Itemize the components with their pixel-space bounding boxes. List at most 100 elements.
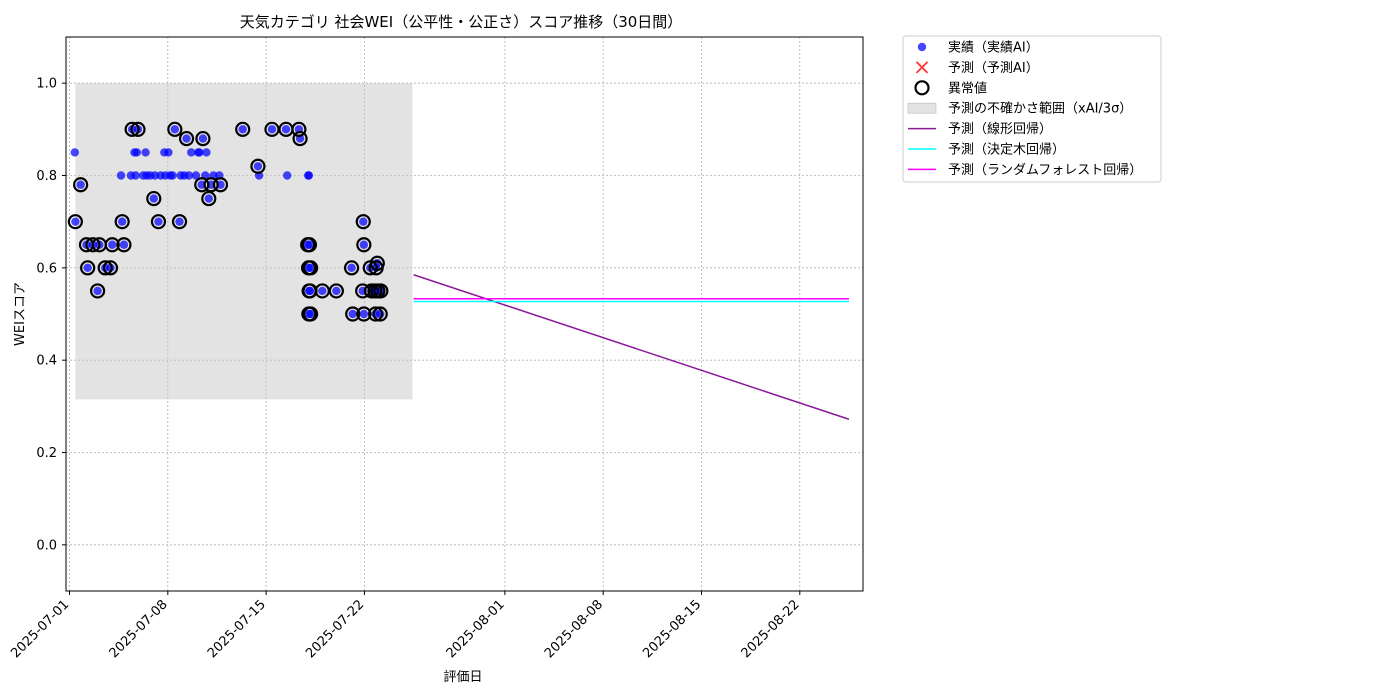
y-axis-ticks: 0.0 0.2 0.4 0.6 0.8 1.0	[36, 77, 66, 553]
anomaly-ring	[85, 237, 101, 253]
anomaly-ring	[146, 190, 162, 207]
anomaly-ring	[367, 306, 384, 322]
anomaly-ring	[102, 260, 119, 276]
anomaly-ring	[167, 121, 183, 137]
anomaly-ring	[343, 260, 360, 276]
plot-frame	[65, 36, 864, 592]
y-axis-label: WEIスコア	[13, 282, 28, 346]
actual-point	[281, 125, 291, 134]
anomaly-ring	[328, 283, 344, 299]
y-tick-label: 1.0	[36, 77, 57, 92]
legend-item: 予測（決定木回帰）	[908, 142, 1065, 158]
anomaly-ring	[303, 306, 319, 322]
actual-point	[175, 217, 184, 226]
anomaly-ring	[303, 260, 319, 276]
actual-point	[76, 180, 85, 189]
legend-label: 予測（予測AI）	[948, 61, 1039, 76]
actual-point	[304, 171, 314, 180]
actual-point	[238, 125, 247, 134]
legend-item: 異常値	[914, 80, 987, 96]
legend-swatch-cross	[915, 61, 929, 74]
actual-point	[164, 148, 173, 157]
anomaly-ring	[345, 306, 361, 322]
y-tick-label: 0.2	[36, 446, 57, 461]
legend-item: 予測の不確かさ範囲（xAI/3σ）	[907, 101, 1132, 117]
actual-point	[170, 125, 180, 134]
legend-item: 予測（予測AI）	[915, 61, 1039, 76]
anomaly-ring	[178, 130, 195, 147]
actual-point	[187, 148, 196, 157]
actual-point	[347, 263, 356, 273]
legend-item: 予測（線形回帰）	[908, 121, 1052, 137]
actual-point	[70, 148, 79, 157]
anomaly-ring	[67, 214, 83, 230]
actual-point	[359, 217, 368, 226]
anomaly-ring	[114, 214, 130, 230]
chart-title: 天気カテゴリ 社会WEI（公平性・公正さ）スコア推移（30日間）	[240, 13, 683, 31]
anomaly-ring	[89, 283, 106, 299]
anomaly-ring-layer	[67, 121, 389, 322]
actual-point	[71, 217, 80, 226]
actual-point	[306, 263, 315, 273]
actual-point	[359, 309, 369, 319]
anomaly-ring	[104, 237, 120, 253]
legend-label: 予測（決定木回帰）	[948, 142, 1065, 158]
actual-point	[132, 148, 142, 157]
actual-point	[83, 263, 92, 273]
actual-point	[154, 217, 163, 226]
legend-label: 予測（ランダムフォレスト回帰）	[948, 162, 1142, 178]
actual-point	[119, 240, 129, 249]
legend-swatch-dot	[917, 42, 927, 52]
anomaly-ring	[124, 121, 140, 137]
actual-point	[204, 194, 213, 203]
y-tick-label: 0.6	[36, 261, 57, 276]
anomaly-ring	[356, 306, 372, 322]
actual-point	[198, 134, 208, 143]
anomaly-ring	[97, 260, 113, 276]
x-axis-label: 評価日	[443, 670, 482, 685]
legend-label: 異常値	[948, 80, 987, 96]
actual-point	[116, 171, 126, 180]
actual-point	[267, 125, 277, 134]
actual-point	[359, 240, 369, 249]
actual-point	[191, 171, 201, 180]
legend-label: 予測の不確かさ範囲（xAI/3σ）	[948, 101, 1132, 117]
legend-swatch-band	[907, 102, 937, 114]
actual-point	[93, 286, 102, 296]
anomaly-ring	[73, 177, 89, 193]
actual-point	[168, 171, 177, 180]
actual-point	[318, 286, 327, 296]
anomaly-ring	[372, 306, 388, 322]
y-tick-label: 0.8	[36, 169, 57, 184]
anomaly-ring	[201, 190, 217, 207]
actual-point	[282, 171, 292, 180]
actual-point	[332, 286, 341, 296]
actual-point	[202, 148, 211, 157]
actual-point	[150, 171, 160, 180]
anomaly-ring	[356, 237, 372, 253]
anomaly-ring	[171, 214, 188, 230]
actual-point	[184, 171, 194, 180]
legend-item: 予測（ランダムフォレスト回帰）	[908, 162, 1142, 178]
actual-point	[253, 162, 263, 171]
actual-point	[305, 240, 314, 249]
y-tick-label: 0.0	[36, 538, 57, 553]
actual-point	[182, 134, 191, 143]
legend-swatch-ring	[914, 80, 930, 96]
anomaly-ring	[235, 121, 251, 137]
anomaly-ring	[291, 121, 307, 137]
actual-point	[131, 171, 140, 180]
anomaly-ring	[194, 177, 210, 193]
actual-point	[149, 194, 158, 203]
legend-frame	[902, 35, 1162, 183]
actual-point	[141, 148, 150, 157]
anomaly-ring	[212, 177, 229, 193]
actual-point	[108, 240, 117, 249]
anomaly-ring	[368, 260, 384, 276]
anomaly-ring	[292, 130, 308, 147]
anomaly-ring	[195, 130, 211, 147]
legend-label: 実績（実績AI）	[948, 40, 1039, 56]
anomaly-ring	[80, 260, 96, 276]
anomaly-ring	[203, 177, 219, 193]
